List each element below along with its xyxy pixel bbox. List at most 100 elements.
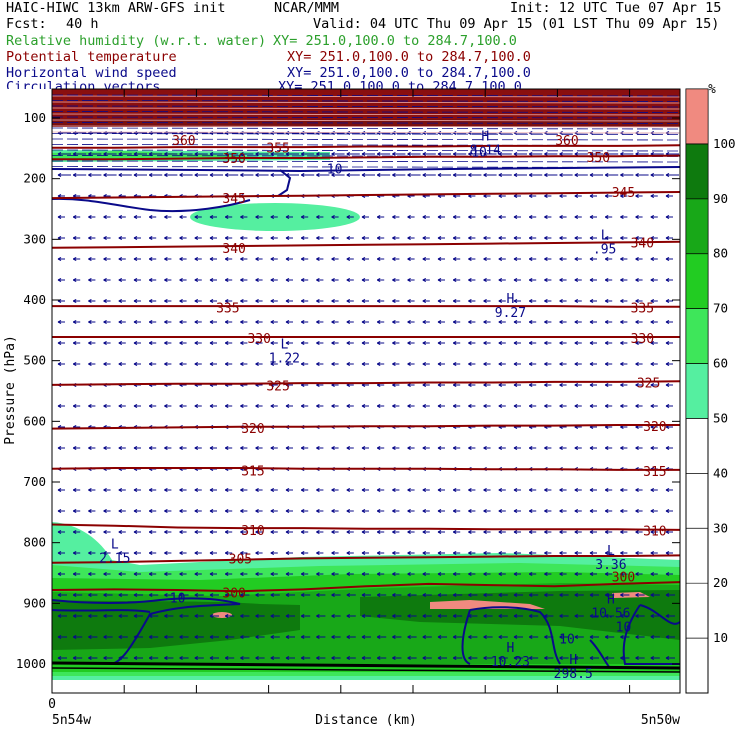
wind-vector-head (209, 445, 214, 451)
wind-vector-head (452, 550, 457, 556)
wind-vector-head (209, 655, 214, 661)
wind-vector-head (635, 172, 639, 178)
wind-vector-head (148, 256, 153, 262)
wind-vector-head (194, 634, 199, 640)
wind-vector-head (544, 172, 548, 178)
wind-vector-head (331, 613, 335, 619)
wind-vector-head (331, 277, 335, 283)
wind-vector-head (376, 445, 381, 451)
wind-vector-head (498, 382, 503, 388)
wind-vector-head (361, 340, 366, 346)
wind-vector-head (255, 403, 259, 409)
wind-vector-head (589, 550, 594, 556)
wind-vector-head (194, 235, 199, 241)
init-time: Init: 12 UTC Tue 07 Apr 15 (510, 0, 722, 16)
wind-vector-head (361, 361, 366, 367)
wind-contour-bl-right-3 (639, 604, 680, 625)
wind-vector-head (635, 298, 639, 304)
theta-label: 310 (643, 525, 666, 540)
wind-vector-head (133, 361, 138, 367)
wind-vector-head (635, 361, 639, 367)
wind-vector-head (331, 445, 335, 451)
theta-contour-upper (52, 131, 680, 134)
wind-vector-head (224, 277, 229, 283)
wind-vector-head (72, 592, 77, 598)
wind-vector-head (118, 277, 123, 283)
wind-vector-head (422, 319, 427, 325)
wind-vector-head (209, 403, 214, 409)
wind-vector-head (331, 235, 335, 241)
wind-vector-head (407, 529, 411, 535)
wind-vector-head (285, 655, 290, 661)
wind-vector-head (164, 235, 168, 241)
wind-vector-head (376, 655, 381, 661)
wind-vector-head (179, 361, 183, 367)
wind-vector-head (270, 235, 275, 241)
wind-vector-head (376, 403, 381, 409)
wind-vector-head (452, 172, 457, 178)
wind-vector-head (392, 256, 396, 262)
wind-vector-head (361, 613, 366, 619)
wind-vector-head (604, 277, 609, 283)
wind-vector-head (574, 529, 579, 535)
wind-vector-head (498, 508, 503, 514)
wind-vector-head (255, 361, 259, 367)
wind-vector-head (513, 319, 518, 325)
wind-vector-head (513, 445, 518, 451)
wind-vector-head (103, 571, 107, 577)
wind-vector-head (650, 319, 655, 325)
wind-vector-head (498, 487, 503, 493)
wind-vector-head (103, 445, 107, 451)
wind-vector-head (544, 235, 548, 241)
wind-vector-head (392, 172, 396, 178)
colorbar-tick-label: 60 (713, 356, 728, 371)
wind-vector-head (270, 592, 275, 598)
wind-vector-head (589, 235, 594, 241)
wind-vector-head (589, 340, 594, 346)
wind-vector-head (361, 319, 366, 325)
wind-vector-head (452, 298, 457, 304)
wind-vector-head (422, 382, 427, 388)
wind-vector-head (240, 592, 244, 598)
wind-vector-head (285, 277, 290, 283)
colorbar-tick-label: 90 (713, 191, 728, 206)
wind-vector-head (513, 193, 518, 199)
org-label: NCAR/MMM (274, 0, 340, 16)
wind-vector-head (604, 235, 609, 241)
wind-vector-head (72, 361, 77, 367)
extremum-symbol: H (569, 653, 577, 668)
wind-vector-head (392, 529, 396, 535)
wind-vector-head (635, 592, 639, 598)
wind-contour-label: 10 (170, 591, 186, 606)
wind-vector-head (224, 655, 229, 661)
wind-vector-head (361, 277, 366, 283)
wind-vector-head (361, 592, 366, 598)
wind-vector-head (376, 172, 381, 178)
wind-vector-head (118, 403, 123, 409)
wind-vector-head (559, 445, 563, 451)
field-theta-xy: XY= 251.0,100.0 to 284.7,100.0 (287, 49, 531, 65)
wind-vector-head (240, 214, 244, 220)
wind-vector-head (270, 319, 275, 325)
wind-vector-head (498, 592, 503, 598)
wind-vector-head (194, 340, 199, 346)
wind-vector-head (422, 508, 427, 514)
wind-vector-head (72, 256, 77, 262)
wind-vector-head (361, 634, 366, 640)
wind-vector-head (103, 655, 107, 661)
wind-vector-head (392, 298, 396, 304)
wind-vector-head (376, 151, 381, 157)
rh-shading (52, 89, 680, 680)
wind-vector-head (133, 172, 138, 178)
wind-vector-head (544, 487, 548, 493)
wind-vector-head (240, 487, 244, 493)
wind-vector-head (650, 340, 655, 346)
wind-vector-head (164, 298, 168, 304)
wind-vector-head (103, 508, 107, 514)
wind-vector-head (224, 508, 229, 514)
wind-vector-head (620, 256, 624, 262)
extremum-symbol: H (507, 641, 515, 656)
wind-vector-head (331, 634, 335, 640)
wind-vector-head (650, 613, 655, 619)
wind-vector-head (57, 361, 62, 367)
